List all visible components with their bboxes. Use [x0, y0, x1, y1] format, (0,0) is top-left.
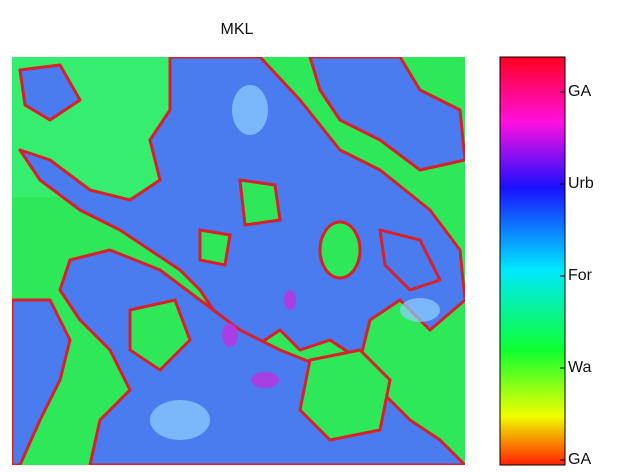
colorbar	[500, 57, 565, 465]
colorbar-label: Urb	[568, 175, 594, 192]
chart-title: MKL	[221, 21, 254, 38]
colorbar-label: GA	[568, 83, 591, 100]
colorbar-label: Wa	[568, 359, 592, 376]
colorbar-label: For	[568, 267, 593, 284]
figure: MKL GA Urb For Wa GA	[0, 0, 635, 472]
classification-map	[12, 57, 465, 465]
page: MKL GA Urb For Wa GA	[0, 0, 635, 472]
colorbar-label: GA	[568, 451, 591, 468]
